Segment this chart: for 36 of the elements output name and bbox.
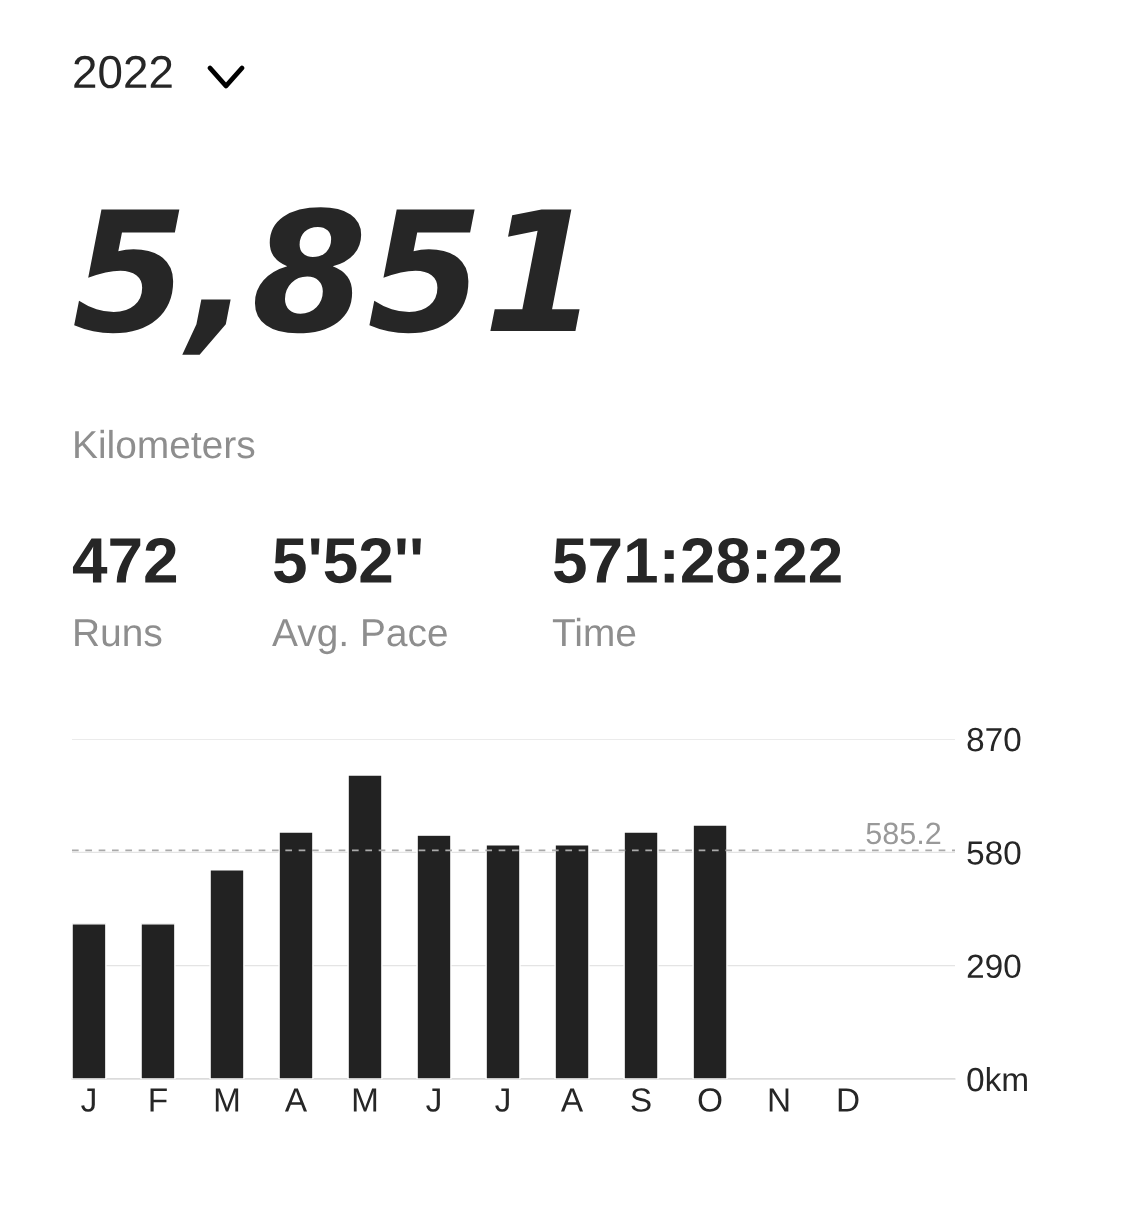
bar bbox=[278, 831, 314, 1079]
x-tick-label: O bbox=[698, 1088, 722, 1112]
x-tick-label: M bbox=[353, 1088, 377, 1112]
bar bbox=[623, 831, 659, 1079]
text: 5'52'' bbox=[273, 537, 421, 584]
bar bbox=[72, 923, 107, 1079]
x-tick-label: J bbox=[81, 1088, 95, 1112]
x-tick-label: N bbox=[769, 1088, 789, 1112]
text: 571:28:22 bbox=[553, 537, 841, 584]
x-tick-label: J bbox=[495, 1088, 509, 1112]
text: Avg. Pace bbox=[272, 619, 447, 655]
x-tick-label: J bbox=[426, 1088, 440, 1112]
bar bbox=[140, 923, 176, 1079]
ref-line-label: 585.2 bbox=[866, 822, 941, 845]
y-tick-label: 290 bbox=[967, 954, 1021, 979]
bar bbox=[485, 844, 521, 1079]
bar bbox=[554, 844, 590, 1079]
bar bbox=[347, 774, 383, 1079]
y-tick-label: 870 bbox=[967, 727, 1021, 752]
text: Kilometers bbox=[75, 429, 255, 459]
bar bbox=[416, 834, 452, 1079]
y-tick-label: 0km bbox=[967, 1066, 1027, 1092]
y-tick-label: 580 bbox=[967, 841, 1021, 865]
x-tick-label: M bbox=[215, 1088, 239, 1112]
x-tick-label: A bbox=[560, 1088, 584, 1112]
text: Runs bbox=[75, 619, 162, 647]
x-tick-label: D bbox=[838, 1088, 859, 1112]
text: 472 bbox=[72, 537, 177, 583]
x-tick-label: A bbox=[284, 1088, 308, 1112]
x-tick-label: S bbox=[631, 1088, 651, 1112]
text: Time bbox=[552, 617, 636, 647]
chart-title: 2022 bbox=[74, 55, 172, 89]
x-tick-label: F bbox=[150, 1088, 167, 1112]
bar bbox=[692, 824, 728, 1079]
text: 5,851 bbox=[74, 207, 580, 355]
bar bbox=[209, 869, 245, 1079]
